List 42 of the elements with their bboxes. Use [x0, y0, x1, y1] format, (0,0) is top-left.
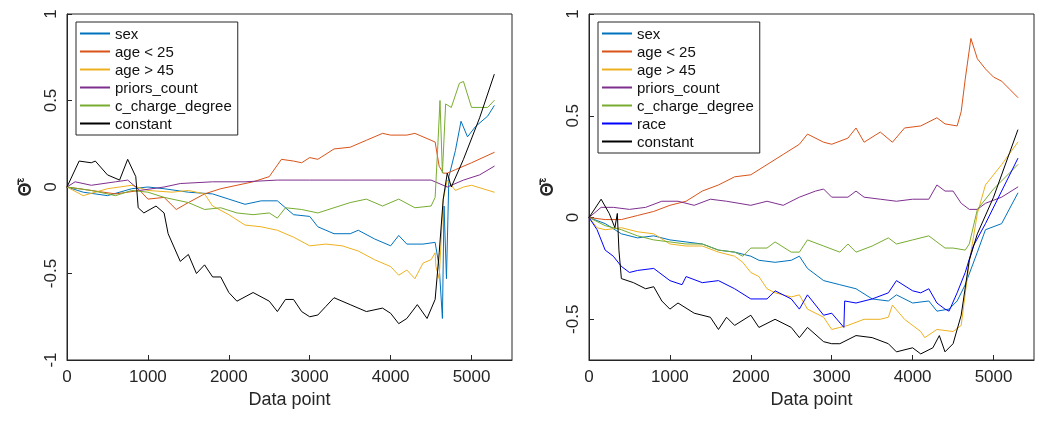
x-tick-label: 5000 [974, 367, 1013, 386]
y-tick-label: -1 [41, 352, 60, 368]
y-tick-label: 0 [563, 212, 582, 223]
x-tick-label: 5000 [452, 367, 491, 386]
legend-label: priors_count [637, 79, 721, 96]
y-tick-label: -0.5 [563, 304, 582, 334]
line-series [66, 165, 495, 191]
x-tick-label: 2000 [731, 367, 770, 386]
y-tick-label: 1 [41, 9, 60, 19]
x-tick-label: 4000 [893, 367, 932, 386]
x-tick-label: 1000 [129, 367, 167, 386]
x-tick-label: 3000 [290, 367, 329, 386]
legend-label: c_charge_degree [115, 97, 232, 114]
x-tick-label: 0 [584, 367, 594, 386]
line-series [66, 80, 495, 219]
y-tick-label: -0.5 [41, 258, 60, 289]
legend-label: age > 45 [115, 61, 174, 78]
line-series [588, 184, 1019, 219]
legend-label: age < 25 [115, 43, 174, 60]
line-series [588, 164, 1019, 257]
legend-label: sex [115, 25, 139, 42]
y-tick-label: 0 [41, 182, 60, 192]
legend-label: age > 45 [637, 61, 696, 78]
legend-label: sex [637, 25, 661, 42]
legend-label: race [637, 115, 667, 132]
x-tick-label: 3000 [812, 367, 851, 386]
y-tick-label: 0.5 [41, 88, 60, 113]
x-axis-title: Data point [770, 388, 853, 409]
y-tick-label: 0.5 [563, 103, 582, 128]
line-series [588, 37, 1019, 221]
x-tick-label: 4000 [371, 367, 410, 386]
legend-label: constant [637, 133, 695, 150]
x-axis-title: Data point [248, 388, 331, 409]
legend-label: c_charge_degree [637, 97, 754, 114]
legend-label: priors_count [115, 79, 199, 96]
y-tick-label: 1 [563, 9, 582, 19]
x-tick-label: 1000 [651, 367, 689, 386]
line-series [66, 179, 495, 280]
x-tick-label: 0 [62, 367, 72, 386]
legend-label: constant [115, 115, 173, 132]
x-tick-label: 2000 [209, 367, 248, 386]
legend-label: age < 25 [637, 43, 696, 60]
